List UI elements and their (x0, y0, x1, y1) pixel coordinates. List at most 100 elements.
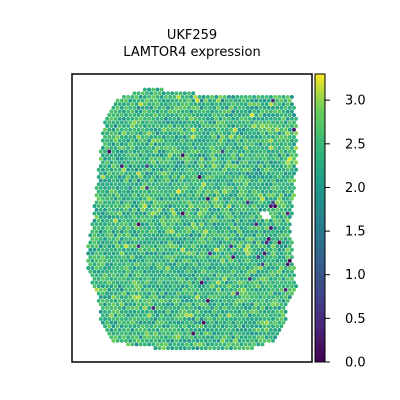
spot (212, 171, 217, 176)
spot (277, 109, 282, 114)
spot (176, 313, 181, 318)
spot (281, 204, 286, 209)
spot (98, 149, 103, 154)
spot (147, 138, 152, 143)
spot (289, 102, 294, 107)
spot (170, 98, 175, 103)
spot (149, 215, 154, 219)
spot (145, 324, 149, 329)
spot (182, 346, 187, 351)
spot (218, 233, 223, 238)
spot (153, 258, 158, 263)
spot (168, 102, 173, 107)
spot (224, 105, 229, 110)
spot (279, 287, 284, 292)
spot (136, 156, 141, 161)
spot (245, 200, 250, 205)
spot (241, 229, 246, 234)
spot (262, 120, 267, 125)
spot (216, 273, 221, 278)
spot (195, 331, 200, 336)
spot (130, 116, 135, 121)
spot (210, 218, 215, 223)
spot (107, 193, 112, 198)
spot (121, 335, 126, 340)
spot (287, 193, 292, 198)
spot (191, 258, 196, 263)
spot (136, 164, 141, 169)
spot (182, 236, 187, 241)
spot (115, 266, 120, 270)
spot (199, 338, 204, 343)
spot (197, 124, 202, 128)
spot (98, 164, 103, 169)
spot (233, 346, 238, 351)
spot (220, 171, 225, 176)
spot (233, 193, 238, 198)
spot (187, 185, 191, 190)
spot (151, 284, 156, 289)
spot (182, 178, 187, 183)
spot (235, 306, 240, 310)
spot (145, 120, 149, 125)
spot (218, 145, 223, 150)
spot (107, 185, 112, 190)
spot (256, 255, 261, 260)
spot (210, 145, 215, 150)
spot (184, 182, 189, 187)
spot (247, 226, 252, 230)
spot (174, 317, 179, 321)
spot (178, 178, 183, 183)
spot (256, 109, 261, 114)
spot (239, 276, 244, 281)
spot (191, 302, 196, 307)
spot (134, 298, 139, 303)
spot (243, 94, 248, 99)
spot (176, 269, 181, 274)
spot (271, 331, 275, 336)
spot (155, 189, 160, 194)
spot (113, 335, 118, 340)
spot (258, 295, 263, 300)
spot (153, 280, 158, 285)
spot (157, 222, 162, 227)
spot (235, 138, 240, 143)
spot (145, 142, 149, 147)
spot (235, 298, 240, 303)
spot (138, 240, 143, 245)
spot (109, 226, 114, 230)
spot (121, 276, 126, 281)
spot (239, 335, 244, 340)
spot (216, 331, 221, 336)
spot (140, 244, 145, 249)
spot (174, 142, 179, 147)
spot (216, 266, 221, 270)
spot (96, 204, 101, 209)
spot (166, 273, 170, 278)
spot (166, 236, 170, 241)
spot (281, 145, 286, 150)
spot (193, 124, 198, 128)
spot (124, 236, 128, 241)
spot (224, 200, 229, 205)
spot (105, 196, 110, 201)
spot (178, 317, 183, 321)
spot (168, 131, 173, 136)
spot (166, 287, 170, 292)
spot (237, 258, 242, 263)
spot (155, 276, 160, 281)
spot (161, 251, 166, 256)
spot (184, 102, 189, 107)
spot (159, 211, 164, 216)
spot (178, 215, 183, 219)
spot (166, 338, 170, 343)
spot (224, 149, 229, 154)
spot (147, 269, 152, 274)
spot (208, 178, 212, 183)
spot (247, 211, 252, 216)
spot (241, 120, 246, 125)
spot (258, 156, 263, 161)
spot (266, 193, 271, 198)
spot (243, 167, 248, 172)
spot (245, 178, 250, 183)
